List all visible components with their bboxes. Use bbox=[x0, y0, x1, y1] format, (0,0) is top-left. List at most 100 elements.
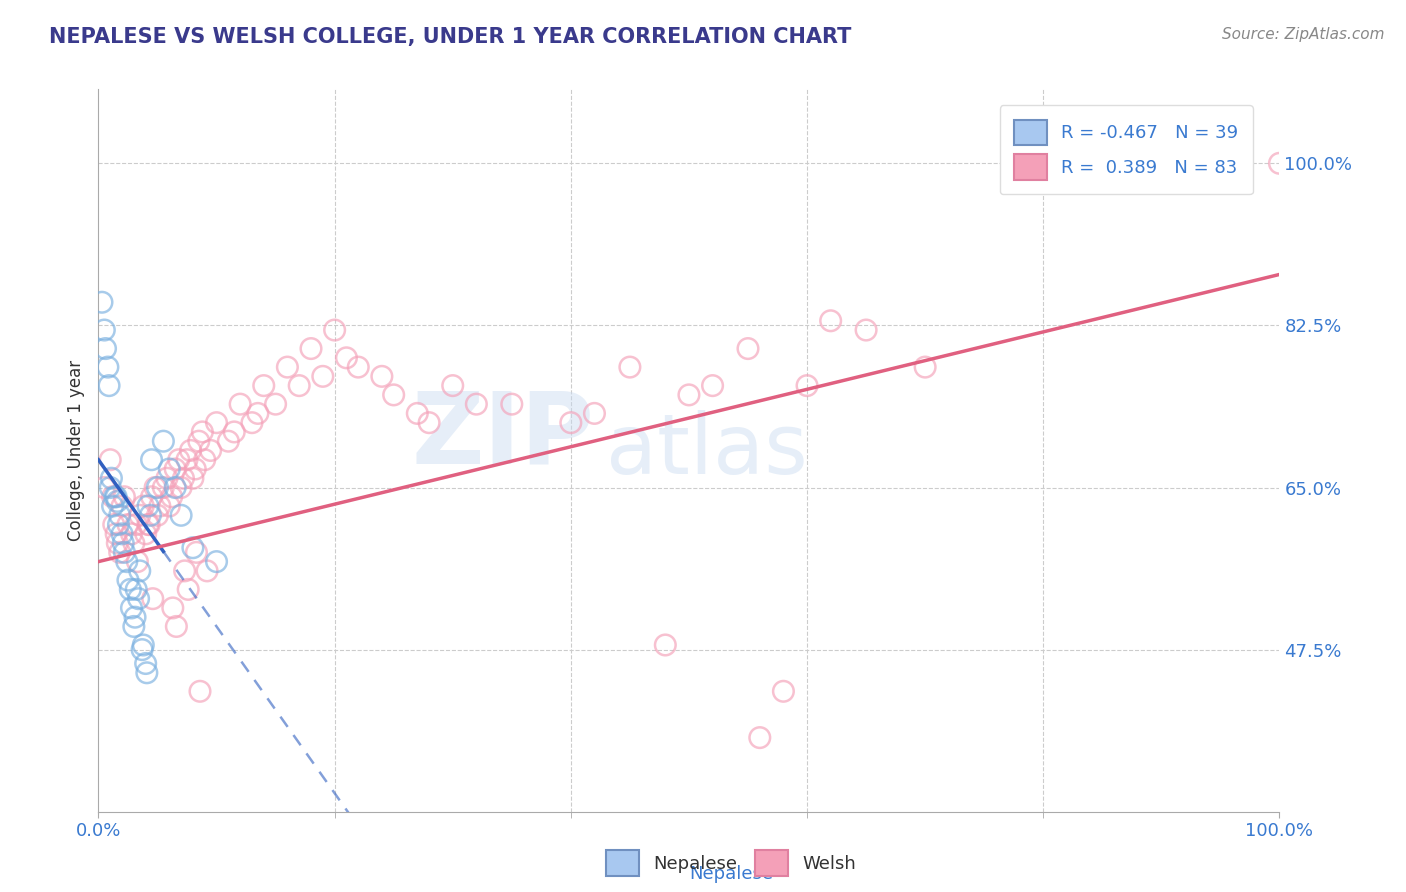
Legend: R = -0.467   N = 39, R =  0.389   N = 83: R = -0.467 N = 39, R = 0.389 N = 83 bbox=[1000, 105, 1253, 194]
Point bbox=[138, 517, 160, 532]
Point bbox=[748, 731, 770, 745]
Point bbox=[157, 462, 180, 476]
Point bbox=[152, 434, 174, 449]
Point bbox=[117, 517, 139, 532]
Point bbox=[167, 452, 190, 467]
Point bbox=[142, 591, 165, 606]
Point bbox=[100, 471, 122, 485]
Text: atlas: atlas bbox=[606, 410, 808, 491]
Point bbox=[229, 397, 252, 411]
Point bbox=[105, 536, 128, 550]
Point bbox=[441, 378, 464, 392]
Point bbox=[253, 378, 276, 392]
Legend: Nepalese, Welsh: Nepalese, Welsh bbox=[599, 843, 863, 883]
Point bbox=[111, 526, 134, 541]
Point bbox=[105, 490, 128, 504]
Y-axis label: College, Under 1 year: College, Under 1 year bbox=[66, 359, 84, 541]
Point bbox=[112, 490, 135, 504]
Point bbox=[276, 360, 298, 375]
Point bbox=[104, 490, 127, 504]
Point bbox=[101, 490, 124, 504]
Point bbox=[184, 462, 207, 476]
Point bbox=[191, 425, 214, 439]
Point bbox=[820, 314, 842, 328]
Point bbox=[146, 508, 169, 523]
Point bbox=[194, 452, 217, 467]
Point bbox=[101, 499, 124, 513]
Point bbox=[94, 342, 117, 356]
Point bbox=[108, 508, 131, 523]
Point bbox=[93, 481, 115, 495]
Point bbox=[312, 369, 335, 384]
Point bbox=[121, 601, 143, 615]
Point bbox=[382, 388, 405, 402]
Point bbox=[105, 526, 128, 541]
Point bbox=[181, 471, 204, 485]
Text: ZIP: ZIP bbox=[412, 387, 595, 484]
Point bbox=[128, 591, 150, 606]
Point bbox=[170, 481, 193, 495]
Point bbox=[93, 323, 115, 337]
Point bbox=[560, 416, 582, 430]
Point bbox=[108, 545, 131, 559]
Point bbox=[139, 508, 162, 523]
Point bbox=[170, 508, 193, 523]
Point bbox=[176, 452, 198, 467]
Point bbox=[181, 541, 204, 555]
Point bbox=[240, 416, 263, 430]
Point bbox=[678, 388, 700, 402]
Point bbox=[156, 471, 179, 485]
Point bbox=[501, 397, 523, 411]
Point bbox=[125, 582, 148, 597]
Point bbox=[187, 434, 209, 449]
Point bbox=[103, 517, 125, 532]
Point bbox=[157, 499, 180, 513]
Point bbox=[205, 555, 228, 569]
Point bbox=[406, 406, 429, 420]
Point bbox=[772, 684, 794, 698]
Point bbox=[188, 684, 211, 698]
Point bbox=[205, 416, 228, 430]
Point bbox=[120, 582, 142, 597]
Point bbox=[177, 582, 200, 597]
Point bbox=[246, 406, 269, 420]
Point bbox=[135, 665, 157, 680]
Point bbox=[195, 564, 218, 578]
Point bbox=[914, 360, 936, 375]
Point bbox=[654, 638, 676, 652]
Point bbox=[107, 517, 129, 532]
Point bbox=[299, 342, 322, 356]
Point bbox=[136, 517, 159, 532]
Point bbox=[619, 360, 641, 375]
Point bbox=[855, 323, 877, 337]
Point bbox=[143, 481, 166, 495]
Point bbox=[323, 323, 346, 337]
Point bbox=[117, 573, 139, 587]
Point bbox=[91, 295, 114, 310]
Point bbox=[200, 443, 222, 458]
Point bbox=[1268, 156, 1291, 170]
Text: NEPALESE VS WELSH COLLEGE, UNDER 1 YEAR CORRELATION CHART: NEPALESE VS WELSH COLLEGE, UNDER 1 YEAR … bbox=[49, 27, 852, 46]
Point bbox=[98, 378, 121, 392]
Point bbox=[152, 481, 174, 495]
Point bbox=[111, 499, 134, 513]
Point bbox=[418, 416, 440, 430]
Point bbox=[162, 601, 184, 615]
Point bbox=[115, 555, 138, 569]
Text: Nepalese: Nepalese bbox=[689, 865, 773, 883]
Point bbox=[136, 499, 159, 513]
Point bbox=[371, 369, 394, 384]
Point bbox=[132, 499, 155, 513]
Point bbox=[128, 564, 150, 578]
Point bbox=[98, 452, 121, 467]
Point bbox=[160, 490, 183, 504]
Point bbox=[128, 508, 150, 523]
Point bbox=[125, 517, 148, 532]
Point bbox=[165, 481, 187, 495]
Text: Source: ZipAtlas.com: Source: ZipAtlas.com bbox=[1222, 27, 1385, 42]
Point bbox=[112, 536, 135, 550]
Point bbox=[335, 351, 357, 365]
Point bbox=[288, 378, 311, 392]
Point bbox=[121, 526, 143, 541]
Point bbox=[124, 610, 146, 624]
